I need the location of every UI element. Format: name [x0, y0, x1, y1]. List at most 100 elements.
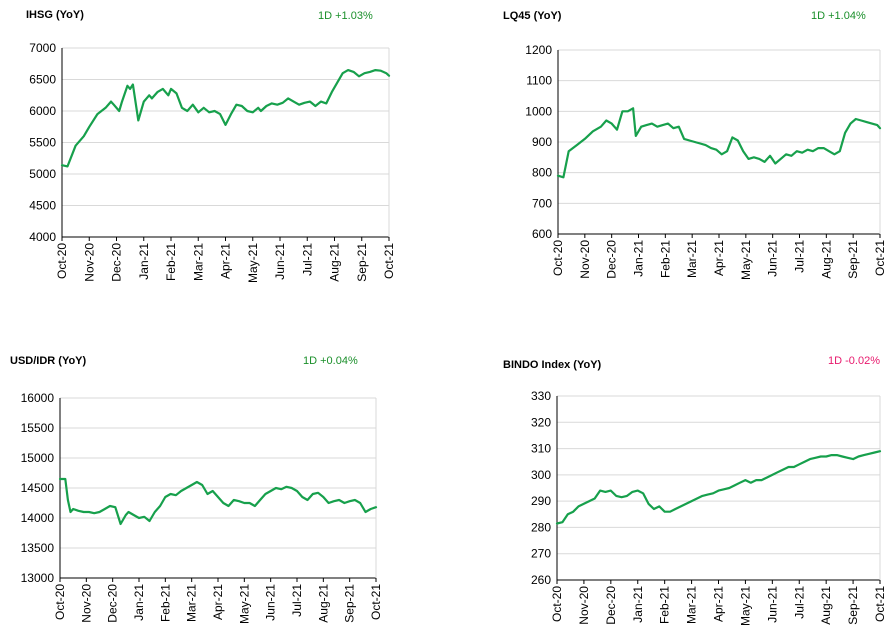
x-tick-label: Jan-21 [137, 243, 151, 280]
x-tick-label: Feb-21 [164, 243, 178, 281]
usdidr-line-chart: 13000 13500 14000 14500 15000 15500 16000 Oct-2… [21, 391, 383, 624]
y-tick-label: 15000 [21, 451, 55, 465]
x-tick-label: Nov-20 [578, 240, 592, 279]
y-tick-label: 4000 [29, 230, 56, 244]
x-tick-label: Sep-21 [343, 584, 357, 623]
chart-title: LQ45 (YoY) [503, 10, 562, 22]
daily-change-label: 1D -0.02% [828, 355, 880, 367]
y-tick-label: 6500 [29, 73, 56, 87]
y-tick-label: 800 [532, 166, 552, 180]
x-tick-label: Jun-21 [765, 586, 779, 623]
usdidr-chart-panel: USD/IDR (YoY) 1D +0.04% 13000 13500 14000 1… [0, 340, 445, 639]
x-tick-label: Mar-21 [685, 240, 699, 278]
x-tick-label: Jan-21 [632, 240, 646, 277]
x-tick-label: May-21 [739, 240, 753, 280]
x-tick-label: Jun-21 [273, 243, 287, 280]
series-line [555, 450, 882, 525]
y-tick-label: 16000 [21, 391, 55, 405]
x-tick-label: Dec-20 [604, 586, 618, 625]
x-tick-label: Sep-21 [355, 243, 369, 282]
y-tick-label: 5500 [29, 136, 56, 150]
y-tick-label: 300 [531, 468, 551, 482]
x-tick-label: Aug-21 [316, 584, 330, 623]
x-tick-label: Oct-21 [873, 586, 887, 622]
x-tick-label: Sep-21 [846, 240, 860, 279]
x-tick-label: May-21 [237, 584, 251, 624]
chart-title: IHSG (YoY) [26, 9, 84, 21]
x-tick-label: Jun-21 [766, 240, 780, 277]
x-tick-label: Jun-21 [264, 584, 278, 621]
x-tick-label: Mar-21 [185, 584, 199, 622]
x-tick-label: Oct-20 [551, 240, 565, 276]
x-tick-label: Jul-21 [793, 240, 807, 273]
y-tick-label: 600 [532, 227, 552, 241]
daily-change-label: 1D +1.04% [811, 10, 866, 22]
x-tick-label: Nov-20 [82, 243, 96, 282]
x-tick-label: Mar-21 [685, 586, 699, 624]
x-tick-label: Feb-21 [658, 240, 672, 278]
series-line [556, 107, 882, 179]
lq45-line-chart: 600 700 800 900 1000 1100 1200 Oct-20 Nov-20 Dec-… [525, 43, 887, 280]
x-tick-label: Apr-21 [219, 243, 233, 279]
x-tick-label: Jan-21 [132, 584, 146, 621]
y-tick-label: 1100 [526, 74, 552, 88]
x-tick-label: Oct-20 [55, 243, 69, 279]
y-tick-label: 14500 [21, 481, 55, 495]
x-tick-label: Jul-21 [300, 243, 314, 276]
x-tick-label: Jul-21 [290, 584, 304, 617]
y-tick-label: 290 [531, 494, 551, 508]
x-tick-label: Oct-21 [382, 243, 396, 279]
y-tick-label: 320 [531, 415, 551, 429]
x-tick-label: Oct-20 [53, 584, 67, 620]
y-tick-label: 900 [532, 135, 552, 149]
bindo-line-chart: 260 270 280 290 300 310 320 330 Oct-20 Nov-20 Dec-… [531, 389, 887, 626]
y-tick-label: 280 [531, 520, 551, 534]
x-tick-label: Nov-20 [577, 586, 591, 625]
ihsg-line-chart: 4000 4500 5000 5500 6000 6500 7000 Oct-20 Nov-20… [29, 41, 396, 283]
x-tick-label: Dec-20 [110, 243, 124, 282]
chart-title: USD/IDR (YoY) [10, 355, 87, 367]
x-tick-label: Jul-21 [792, 586, 806, 619]
y-tick-label: 6000 [29, 104, 56, 118]
y-tick-label: 270 [531, 547, 551, 561]
y-tick-label: 4500 [29, 199, 56, 213]
x-tick-label: Mar-21 [191, 243, 205, 281]
x-tick-label: Oct-21 [369, 584, 383, 620]
y-tick-label: 15500 [21, 421, 55, 435]
x-tick-label: Dec-20 [106, 584, 120, 623]
y-tick-label: 5000 [29, 167, 56, 181]
x-tick-label: Aug-21 [819, 240, 833, 279]
chart-title: BINDO Index (YoY) [503, 359, 602, 371]
y-tick-label: 1200 [525, 43, 552, 57]
x-tick-label: Apr-21 [712, 586, 726, 622]
y-tick-label: 13500 [21, 541, 55, 555]
x-tick-label: May-21 [738, 586, 752, 626]
series-line [60, 68, 391, 168]
ihsg-chart-panel: IHSG (YoY) 1D +1.03% 4000 4500 5000 5500 600… [0, 0, 445, 300]
x-tick-label: Dec-20 [605, 240, 619, 279]
x-tick-label: Sep-21 [846, 586, 860, 625]
lq45-chart-panel: LQ45 (YoY) 1D +1.04% 600 700 800 900 1000 110… [445, 0, 889, 300]
y-tick-label: 260 [531, 573, 551, 587]
x-tick-label: Nov-20 [79, 584, 93, 623]
y-tick-label: 13000 [21, 571, 55, 585]
x-tick-label: Jan-21 [631, 586, 645, 623]
x-tick-label: Oct-21 [873, 240, 887, 276]
x-tick-label: Apr-21 [712, 240, 726, 276]
y-tick-label: 7000 [29, 41, 56, 55]
x-tick-label: Feb-21 [158, 584, 172, 622]
x-tick-label: Aug-21 [328, 243, 342, 282]
y-tick-label: 310 [531, 442, 551, 456]
bindo-chart-panel: BINDO Index (YoY) 1D -0.02% 260 270 280 290… [445, 340, 889, 639]
x-tick-label: May-21 [246, 243, 260, 283]
x-tick-label: Apr-21 [211, 584, 225, 620]
y-tick-label: 1000 [525, 104, 552, 118]
series-line [58, 477, 378, 526]
x-tick-label: Aug-21 [819, 586, 833, 625]
y-tick-label: 14000 [21, 511, 55, 525]
y-tick-label: 330 [531, 389, 551, 403]
daily-change-label: 1D +0.04% [303, 355, 358, 367]
daily-change-label: 1D +1.03% [318, 10, 373, 22]
x-tick-label: Feb-21 [658, 586, 672, 624]
y-tick-label: 700 [532, 196, 552, 210]
